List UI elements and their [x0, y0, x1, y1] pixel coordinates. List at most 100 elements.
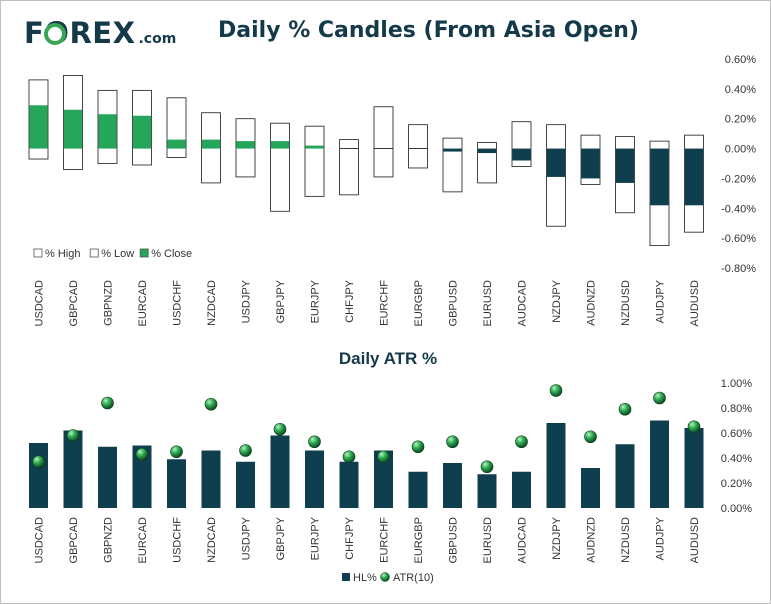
atr-marker [273, 422, 287, 436]
x-category-label: EURJPY [310, 516, 322, 560]
x-category-label: GBPCAD [68, 280, 80, 327]
legend-label: % High [45, 248, 80, 260]
hl-bar [305, 450, 324, 508]
candle-close-bar [270, 141, 290, 149]
x-category-label: EURGBP [413, 517, 425, 563]
x-category-label: AUDUSD [689, 517, 701, 564]
candle-range-bar [408, 124, 428, 169]
y-tick-label: -0.60% [721, 233, 756, 245]
atr-marker [480, 460, 494, 474]
candle-close-bar [29, 105, 48, 149]
y-tick-label: 0.00% [725, 144, 756, 156]
x-category-label: AUDNZD [586, 517, 598, 563]
x-category-label: USDCHF [172, 280, 184, 326]
hl-bar [167, 459, 186, 508]
atr-marker [135, 447, 149, 461]
x-category-label: GBPJPY [275, 279, 287, 323]
x-category-label: AUDCAD [517, 280, 529, 327]
hl-bar [546, 423, 566, 508]
candle-close-bar [512, 148, 531, 161]
x-category-label: EURJPY [310, 279, 322, 323]
legend-swatch [342, 573, 350, 581]
legend-swatch [139, 248, 149, 258]
atr-marker [687, 420, 701, 434]
y-tick-label: 0.20% [721, 478, 752, 490]
y-tick-label: -0.20% [721, 173, 756, 185]
x-category-label: EURCAD [137, 517, 149, 564]
x-category-label: EURUSD [482, 517, 494, 564]
hl-bar [408, 471, 428, 508]
candle-close-bar [305, 145, 324, 149]
atr-marker [101, 396, 114, 410]
candle-close-bar [581, 148, 600, 179]
atr-marker [653, 391, 666, 405]
chart-title-atr: Daily ATR % [339, 349, 437, 368]
atr-legend: HL% ATR(10) [342, 572, 434, 584]
chart-title-candles: Daily % Candles (From Asia Open) [218, 18, 639, 43]
x-category-label: AUDUSD [689, 280, 701, 327]
x-category-label: GBPNZD [103, 517, 115, 563]
candle-close-bar [615, 148, 635, 183]
legend-swatch [380, 572, 390, 582]
hl-bar [339, 461, 359, 508]
x-category-label: EURUSD [482, 280, 494, 327]
y-tick-label: 1.00% [721, 378, 752, 390]
atr-marker [308, 435, 321, 449]
atr-marker [204, 397, 218, 411]
atr-marker [66, 429, 80, 442]
y-tick-label: -0.40% [721, 203, 756, 215]
candle-close-bar [443, 148, 462, 152]
y-tick-label: 0.60% [725, 54, 756, 66]
legend-label: ATR(10) [393, 572, 434, 584]
legend-label: HL% [353, 572, 377, 584]
atr-chart: Daily ATR % 1.00% 0.80% 0.60% 0.40% 0.20% 0.00… [29, 349, 752, 584]
candle-range-bar [270, 122, 290, 212]
hl-bar [443, 463, 462, 508]
hl-bar [581, 468, 600, 508]
x-category-label: CHFJPY [344, 516, 356, 559]
x-category-label: GBPNZD [103, 280, 115, 326]
x-category-label: USDCAD [34, 517, 46, 564]
candle-close-bar [546, 148, 566, 177]
hl-bar [132, 445, 152, 508]
x-category-label: GBPCAD [68, 517, 80, 564]
hl-bar [477, 474, 497, 508]
y-tick-label: 0.20% [725, 114, 756, 126]
candle-chart: 0.60% 0.40% 0.20% 0.00% -0.20% -0.40% -0.60% -0… [28, 54, 756, 327]
x-category-label: USDJPY [241, 516, 253, 560]
x-category-label: USDCAD [34, 280, 46, 327]
atr-marker [618, 402, 632, 416]
x-category-label: USDCHF [172, 517, 184, 563]
x-category-label: AUDJPY [655, 279, 667, 323]
x-category-label: AUDJPY [655, 516, 667, 560]
x-category-label: EURCAD [137, 280, 149, 327]
legend-swatch [89, 248, 99, 258]
y-tick-label: 0.00% [721, 503, 752, 515]
candle-range-bar [339, 139, 359, 196]
x-category-label: NZDUSD [620, 517, 632, 563]
hl-bar [374, 450, 393, 508]
x-category-label: GBPUSD [448, 517, 460, 564]
atr-marker [515, 435, 528, 449]
atr-marker [342, 450, 356, 464]
hl-bar [615, 444, 635, 508]
x-category-label: NZDCAD [206, 280, 218, 326]
hl-bar [236, 461, 255, 508]
y-tick-label: 0.40% [725, 84, 756, 96]
x-category-label: NZDCAD [206, 517, 218, 563]
legend-label: % Close [151, 248, 192, 260]
atr-marker [584, 430, 597, 444]
y-tick-label: 0.80% [721, 403, 752, 415]
candle-close-bar [650, 148, 669, 206]
hl-bar [650, 420, 669, 508]
hl-bar [270, 435, 290, 508]
legend-swatch [33, 248, 43, 258]
atr-marker [170, 445, 183, 459]
candle-close-bar [684, 148, 704, 206]
atr-marker [32, 455, 45, 469]
candle-close-bar [236, 141, 255, 149]
atr-marker [411, 440, 425, 454]
candle-legend: % High % Low % Close [33, 248, 192, 260]
x-category-label: GBPUSD [448, 280, 460, 327]
